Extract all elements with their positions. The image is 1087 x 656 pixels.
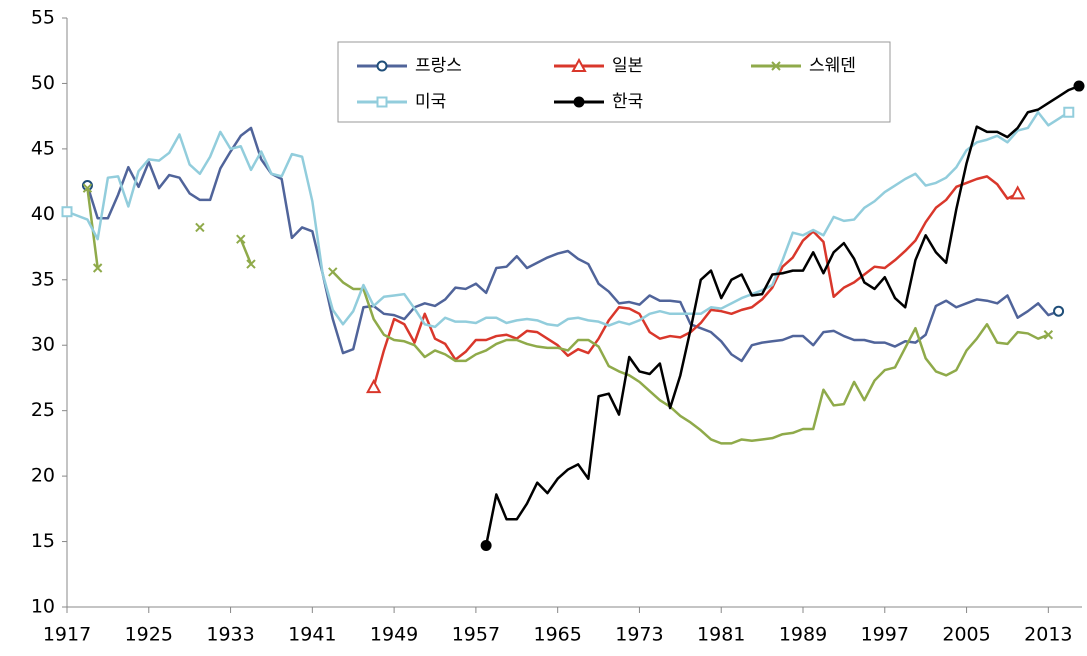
marker-shape xyxy=(92,263,103,273)
x-tick-label: 1933 xyxy=(206,624,254,646)
x-tick-label: 2005 xyxy=(942,624,990,646)
marker xyxy=(376,96,388,108)
x-tick-label: 1925 xyxy=(125,624,173,646)
legend-label: 프랑스 xyxy=(415,56,462,76)
series-line xyxy=(484,84,1080,546)
marker xyxy=(61,206,73,218)
marker xyxy=(571,57,587,72)
marker-shape xyxy=(571,57,587,72)
marker xyxy=(82,183,93,193)
marker-shape xyxy=(480,539,492,551)
marker-shape xyxy=(376,96,388,108)
series-line xyxy=(372,175,1019,388)
marker xyxy=(236,234,246,244)
x-tick-label: 1965 xyxy=(533,624,581,646)
marker-shape xyxy=(1063,106,1075,118)
x-tick-label: 2013 xyxy=(1024,624,1072,646)
marker xyxy=(771,61,781,71)
marker xyxy=(1043,330,1054,340)
x-tick-label: 1981 xyxy=(697,624,745,646)
marker-shape xyxy=(1043,330,1054,340)
y-tick-label: 15 xyxy=(31,530,55,552)
marker-shape xyxy=(236,234,246,244)
y-tick-label: 30 xyxy=(31,334,55,356)
marker xyxy=(1063,106,1075,118)
x-tick-label: 1997 xyxy=(861,624,909,646)
x-tick-label: 1957 xyxy=(452,624,500,646)
series-line xyxy=(66,110,1070,329)
marker-shape xyxy=(573,96,585,108)
marker xyxy=(1009,185,1026,200)
marker-shape xyxy=(1073,80,1085,92)
marker xyxy=(1073,80,1085,92)
series-line xyxy=(86,126,1060,363)
series-line xyxy=(86,187,1049,445)
x-tick-label: 1917 xyxy=(43,624,91,646)
y-tick-label: 40 xyxy=(31,203,55,225)
marker xyxy=(376,60,388,72)
marker xyxy=(1053,305,1065,317)
legend-label: 미국 xyxy=(415,92,446,112)
marker xyxy=(365,379,382,394)
marker xyxy=(480,539,492,551)
marker xyxy=(328,267,338,277)
marker-shape xyxy=(246,259,256,269)
marker xyxy=(246,259,256,269)
legend-label: 일본 xyxy=(612,56,643,76)
x-tick-label: 1973 xyxy=(615,624,663,646)
x-tick-label: 1949 xyxy=(370,624,418,646)
legend-label: 스웨덴 xyxy=(809,56,856,76)
x-tick-label: 1989 xyxy=(779,624,827,646)
y-tick-label: 35 xyxy=(31,268,55,290)
y-tick-label: 25 xyxy=(31,399,55,421)
marker-shape xyxy=(328,267,338,277)
marker-shape xyxy=(365,379,382,394)
y-tick-label: 45 xyxy=(31,137,55,159)
marker-shape xyxy=(82,183,93,193)
legend-box xyxy=(337,41,891,123)
x-tick-label: 1941 xyxy=(288,624,336,646)
legend-label: 한국 xyxy=(612,92,643,112)
marker-shape xyxy=(376,60,388,72)
y-tick-label: 20 xyxy=(31,465,55,487)
marker-shape xyxy=(1053,305,1065,317)
marker-shape xyxy=(61,206,73,218)
marker-shape xyxy=(195,222,205,233)
marker xyxy=(92,263,103,273)
y-tick-label: 55 xyxy=(31,7,55,29)
marker xyxy=(195,222,205,233)
marker-shape xyxy=(771,61,781,71)
marker xyxy=(573,96,585,108)
y-tick-label: 10 xyxy=(31,596,55,618)
y-tick-label: 50 xyxy=(31,72,55,94)
marker-shape xyxy=(1009,185,1026,200)
